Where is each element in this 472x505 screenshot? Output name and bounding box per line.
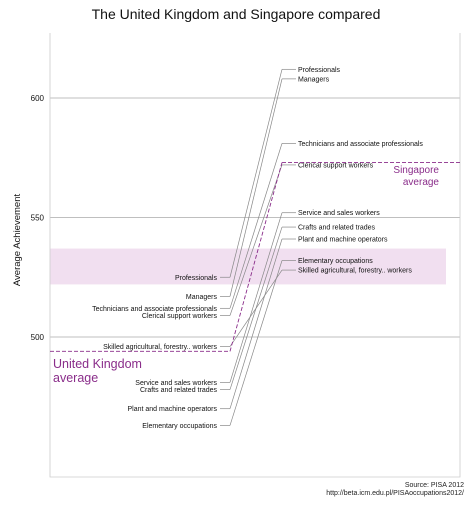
uk-label-managers: Managers bbox=[186, 294, 218, 301]
average-slope-line bbox=[229, 162, 283, 352]
sg-label-elementary-occupations: Elementary occupations bbox=[298, 258, 373, 265]
highlight-band bbox=[50, 248, 446, 285]
slope-line-plant-and-machine-operators bbox=[229, 238, 283, 409]
sg-label-professionals: Professionals bbox=[298, 67, 341, 74]
uk-label-technicians-and-associate-professionals: Technicians and associate professionals bbox=[92, 306, 217, 313]
uk-label-elementary-occupations: Elementary occupations bbox=[142, 423, 217, 430]
chart-title: The United Kingdom and Singapore compare… bbox=[91, 6, 381, 22]
slope-line-service-and-sales-workers bbox=[229, 212, 283, 383]
sg-label-managers: Managers bbox=[298, 76, 330, 83]
y-tick-label-500: 500 bbox=[31, 333, 45, 342]
uk-label-plant-and-machine-operators: Plant and machine operators bbox=[128, 406, 218, 413]
sg-average-label-1: Singapore bbox=[393, 165, 439, 176]
sg-label-plant-and-machine-operators: Plant and machine operators bbox=[298, 237, 388, 244]
uk-average-label-2: average bbox=[53, 371, 98, 385]
source-url: http://beta.icm.edu.pl/PISAoccupations20… bbox=[326, 490, 464, 497]
sg-label-crafts-and-related-trades: Crafts and related trades bbox=[298, 225, 376, 232]
uk-label-service-and-sales-workers: Service and sales workers bbox=[135, 380, 217, 387]
slope-line-professionals bbox=[229, 69, 283, 278]
sg-label-skilled-agricultural-forestry-workers: Skilled agricultural, forestry.. workers bbox=[298, 268, 412, 275]
slope-line-clerical-support-workers bbox=[229, 164, 283, 316]
y-tick-label-550: 550 bbox=[31, 214, 45, 223]
sg-label-clerical-support-workers: Clerical support workers bbox=[298, 162, 374, 169]
uk-label-skilled-agricultural-forestry-workers: Skilled agricultural, forestry.. workers bbox=[103, 344, 217, 351]
slope-line-elementary-occupations bbox=[229, 260, 283, 426]
slope-line-crafts-and-related-trades bbox=[229, 226, 283, 390]
slope-line-managers bbox=[229, 78, 283, 297]
y-axis-title: Average Achievement bbox=[12, 194, 23, 287]
uk-average-label-1: United Kingdom bbox=[53, 357, 142, 371]
plot-frame bbox=[49, 33, 461, 478]
uk-label-crafts-and-related-trades: Crafts and related trades bbox=[140, 387, 218, 394]
uk-label-clerical-support-workers: Clerical support workers bbox=[142, 313, 218, 320]
sg-average-label-2: average bbox=[403, 177, 440, 188]
sg-label-service-and-sales-workers: Service and sales workers bbox=[298, 210, 380, 217]
uk-label-professionals: Professionals bbox=[175, 275, 218, 282]
y-tick-label-600: 600 bbox=[31, 94, 45, 103]
slope-line-technicians-and-associate-professionals bbox=[229, 143, 283, 309]
source-credit: Source: PISA 2012 bbox=[404, 482, 464, 489]
sg-label-technicians-and-associate-professionals: Technicians and associate professionals bbox=[298, 141, 423, 148]
